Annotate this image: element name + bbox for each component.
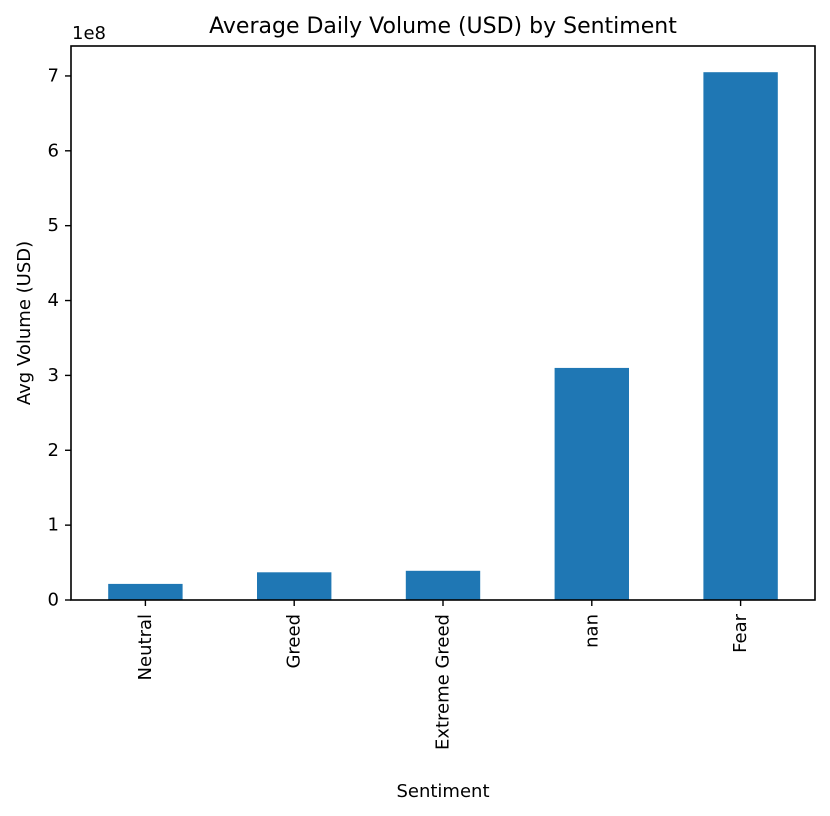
plot-frame [70, 45, 816, 601]
x-axis-ticks: Neutral Greed Extreme Greed nan Fear [135, 600, 751, 750]
x-axis-label: Sentiment [396, 781, 489, 802]
y-tick-label: 4 [48, 290, 59, 311]
y-tick-label: 2 [48, 440, 59, 461]
y-tick-label: 0 [48, 590, 59, 611]
bar-nan [554, 367, 629, 600]
x-tick-label: Fear [730, 613, 751, 652]
x-tick-label: Extreme Greed [433, 614, 454, 750]
bar-greed [257, 572, 332, 600]
chart-title: Average Daily Volume (USD) by Sentiment [209, 14, 677, 39]
y-axis-label: Avg Volume (USD) [14, 241, 35, 405]
y-tick-label: 1 [48, 515, 59, 536]
x-tick-label: nan [581, 614, 602, 648]
x-tick-label: Neutral [135, 614, 156, 680]
bar-extreme-greed [405, 570, 481, 600]
bar-neutral [108, 583, 183, 600]
y-tick-label: 6 [48, 140, 59, 161]
bar-fear [703, 72, 778, 600]
y-tick-label: 7 [48, 65, 59, 86]
y-tick-label: 3 [48, 365, 59, 386]
y-tick-label: 5 [48, 215, 59, 236]
bars-group [108, 72, 778, 600]
y-offset-label: 1e8 [72, 23, 106, 44]
x-tick-label: Greed [284, 614, 305, 669]
y-axis-ticks: 0 1 2 3 4 5 6 7 [48, 65, 71, 611]
